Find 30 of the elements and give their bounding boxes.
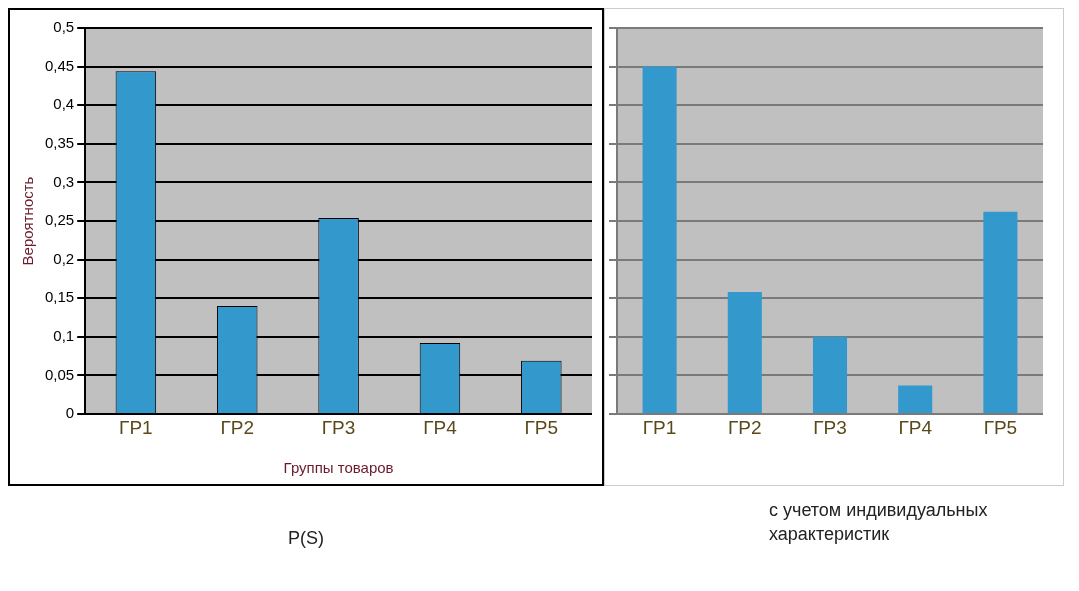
y-tick-label: 0,3	[53, 172, 75, 190]
x-tick-label: ГР5	[524, 416, 559, 438]
y-tick-label: 0,05	[44, 365, 75, 383]
y-tick-label: 0	[65, 404, 75, 422]
y-tick-label: 0,45	[44, 56, 75, 74]
y-tick-label: 0,4	[53, 95, 75, 113]
x-tick-label: ГР5	[983, 416, 1018, 438]
x-tick-label: ГР2	[728, 416, 762, 438]
y-tick-label: 0,35	[44, 133, 75, 151]
x-axis-title: Группы товаров	[283, 459, 394, 477]
x-tick-label: ГР3	[813, 416, 847, 438]
y-tick-label: 0,5	[53, 18, 75, 36]
x-tick-label: ГР1	[119, 416, 153, 438]
bar	[812, 336, 848, 413]
bar	[898, 385, 933, 413]
y-tick-label: 0,15	[44, 288, 75, 306]
text: P(S)	[288, 527, 324, 550]
x-tick-label: ГР2	[220, 416, 254, 438]
x-tick-label: ГР4	[423, 416, 458, 438]
bar	[983, 211, 1018, 413]
x-tick-label: ГР4	[898, 416, 933, 438]
y-tick-label: 0,2	[53, 249, 75, 267]
bar	[727, 292, 762, 413]
y-tick-label: 0,25	[44, 211, 75, 229]
bar	[642, 66, 677, 413]
text: с учетом индивидуальных характеристик	[769, 499, 989, 546]
y-tick-label: 0,1	[53, 326, 75, 344]
y-axis-title: Вероятность	[19, 176, 37, 266]
x-tick-label: ГР3	[321, 416, 356, 438]
x-tick-label: ГР1	[642, 416, 677, 438]
